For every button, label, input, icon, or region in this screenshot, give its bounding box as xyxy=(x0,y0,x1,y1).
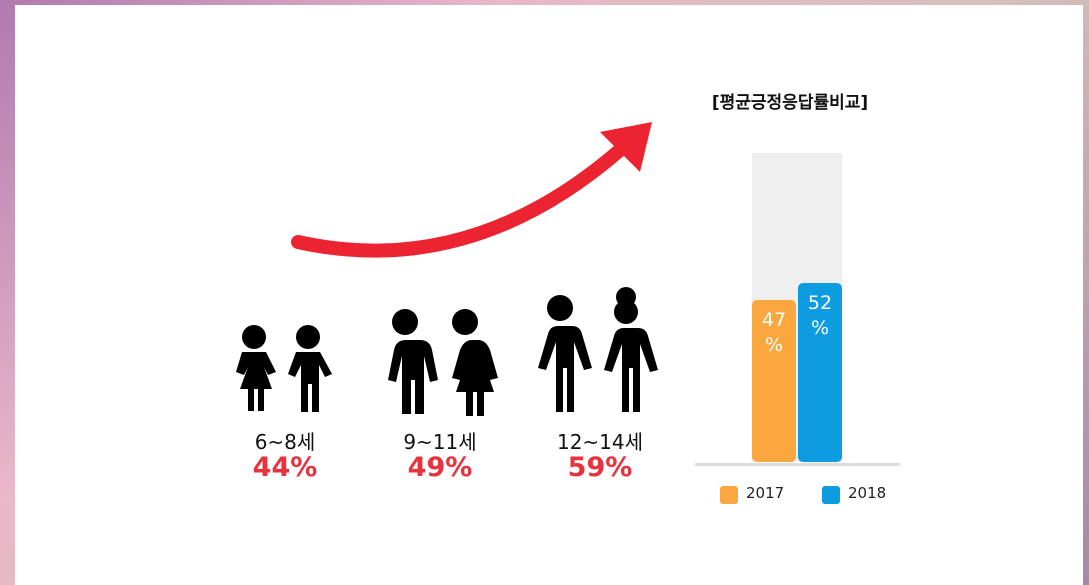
bar xyxy=(752,299,796,462)
age-label: 6~8세 xyxy=(254,430,316,454)
value-label: 52 % xyxy=(807,291,833,339)
age-label: 12~14세 xyxy=(556,430,644,454)
trend-arrow xyxy=(291,143,627,258)
baseline xyxy=(695,463,900,466)
legend-swatch xyxy=(822,486,840,504)
age-rate: 59% xyxy=(567,452,633,483)
legend-label: 2018 xyxy=(848,484,887,502)
bar xyxy=(798,282,842,462)
legend-label: 2017 xyxy=(746,484,785,502)
arrow-head xyxy=(600,122,652,172)
age-rate: 49% xyxy=(407,452,473,483)
age-label: 9~11세 xyxy=(403,430,477,454)
chart-title: [평균긍정응답률비교] xyxy=(711,93,869,113)
value-label: 47 % xyxy=(761,308,787,356)
panel xyxy=(15,5,1083,585)
people-icons xyxy=(236,287,658,416)
legend-swatch xyxy=(720,486,738,504)
age-rate: 44% xyxy=(252,452,318,483)
